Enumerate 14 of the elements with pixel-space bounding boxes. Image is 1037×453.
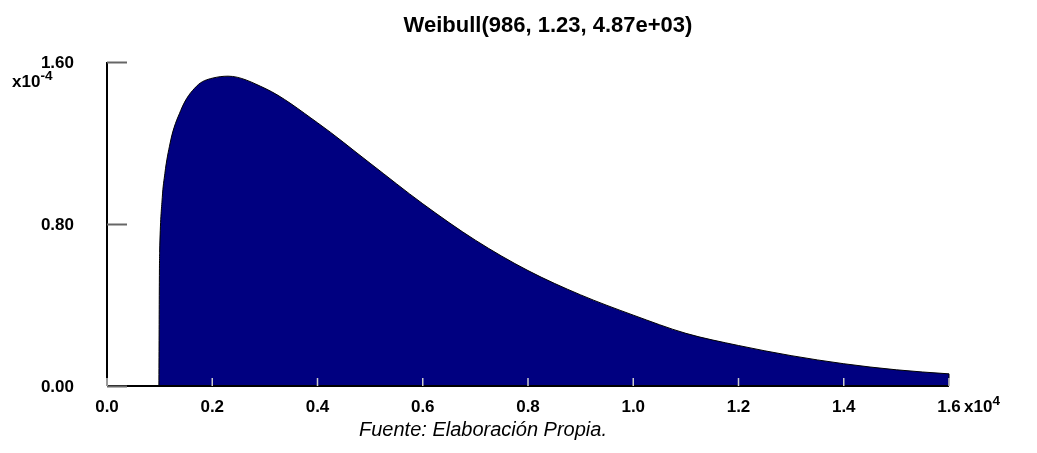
x-tick-label: 1.4 <box>831 397 857 416</box>
x-tick-label: 0.8 <box>516 397 540 416</box>
x-tick-label: 1.6 <box>937 397 961 416</box>
x-tick-label: 1.2 <box>726 397 751 416</box>
x-tick-label: 0.2 <box>200 397 225 416</box>
x-axis-title: x10$^{4}$ <box>964 392 1001 416</box>
chart-title: Weibull(986, 1.23, 4.87e+03) <box>403 12 693 37</box>
x-tick-label: 1.0 <box>621 397 646 416</box>
source-note: Fuente: Elaboración Propia. <box>359 418 607 440</box>
y-tick-label: 0.00 <box>40 376 74 396</box>
y-tick-label: 0.80 <box>40 214 74 234</box>
x-tick-label: 0.4 <box>305 397 330 416</box>
x-tick-label: 0.0 <box>95 397 119 416</box>
x-tick-label: 0.6 <box>410 397 435 416</box>
